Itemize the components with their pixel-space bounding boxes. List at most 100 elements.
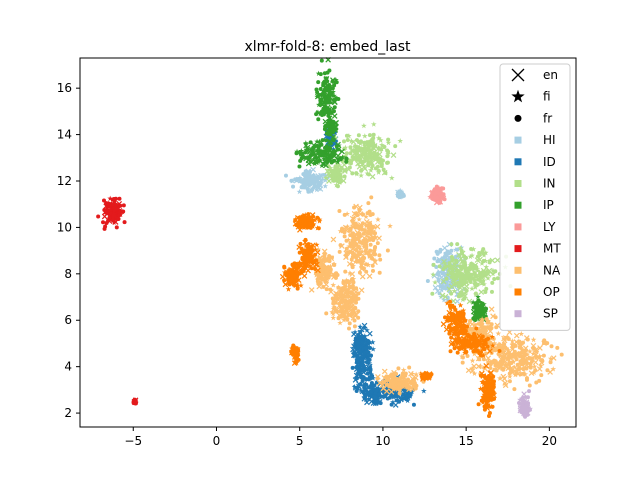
- data-point: [370, 224, 375, 229]
- data-point: [489, 333, 496, 340]
- legend-marker: [511, 89, 525, 103]
- data-point: [302, 140, 309, 146]
- data-point: [421, 372, 428, 378]
- data-point: [339, 154, 346, 160]
- legend-box: [499, 63, 571, 331]
- data-point: [351, 383, 358, 390]
- data-point: [300, 258, 307, 265]
- data-point: [386, 137, 391, 142]
- data-point: [291, 282, 296, 287]
- data-point: [371, 224, 378, 230]
- data-point: [363, 392, 368, 397]
- data-point: [470, 308, 477, 315]
- data-point: [482, 287, 488, 294]
- data-point: [491, 392, 497, 399]
- data-point: [462, 349, 468, 356]
- data-point: [456, 290, 463, 297]
- data-point: [364, 250, 369, 255]
- data-point: [348, 151, 353, 156]
- data-point: [358, 356, 365, 363]
- data-point: [299, 223, 306, 230]
- data-point: [493, 363, 498, 368]
- x-tick-label: 20: [542, 434, 557, 448]
- data-point: [284, 269, 291, 276]
- data-point: [112, 198, 117, 203]
- data-point: [326, 113, 331, 118]
- data-point: [320, 138, 325, 143]
- y-tick-label: 16: [57, 81, 72, 95]
- data-point: [520, 410, 526, 417]
- data-point: [539, 373, 544, 378]
- data-point: [475, 363, 482, 370]
- data-point: [368, 167, 374, 173]
- data-point: [432, 284, 439, 291]
- data-point: [314, 225, 321, 231]
- data-point: [545, 368, 550, 373]
- data-point: [288, 277, 295, 284]
- data-point: [489, 342, 496, 349]
- data-point: [365, 262, 372, 268]
- data-point: [438, 249, 443, 254]
- legend-entry-id: ID: [514, 155, 556, 169]
- data-point: [444, 263, 451, 270]
- data-point: [346, 250, 351, 255]
- data-point: [523, 335, 530, 341]
- data-point: [358, 382, 363, 387]
- data-point: [324, 270, 331, 277]
- data-point: [344, 287, 351, 294]
- legend-marker: [514, 158, 522, 166]
- data-point: [508, 370, 513, 375]
- data-point: [522, 371, 529, 377]
- data-point: [405, 383, 410, 388]
- data-point: [479, 260, 485, 266]
- data-point: [531, 345, 536, 350]
- data-point: [344, 300, 350, 306]
- legend-entry-sp: SP: [514, 307, 558, 321]
- data-point: [437, 264, 442, 269]
- data-point: [483, 308, 488, 313]
- data-point: [352, 324, 357, 329]
- data-point: [448, 320, 455, 327]
- data-point: [367, 330, 373, 337]
- data-point: [320, 88, 326, 95]
- data-point: [357, 323, 364, 330]
- data-point: [387, 223, 393, 229]
- data-point: [462, 286, 468, 292]
- data-point: [469, 246, 474, 251]
- data-point: [364, 269, 369, 274]
- data-point: [400, 371, 405, 376]
- data-point: [379, 162, 384, 167]
- data-point: [449, 242, 454, 247]
- data-point: [505, 347, 512, 353]
- data-point: [356, 296, 361, 301]
- data-point: [319, 92, 326, 98]
- data-point: [447, 309, 454, 316]
- data-point: [282, 278, 287, 283]
- data-point: [366, 273, 373, 280]
- data-point: [398, 374, 404, 380]
- data-point: [368, 157, 374, 164]
- data-point: [389, 402, 394, 407]
- data-point: [337, 167, 344, 173]
- data-point: [375, 241, 380, 246]
- data-point: [449, 291, 454, 296]
- data-point: [357, 226, 362, 231]
- data-point: [346, 281, 353, 287]
- data-point: [346, 326, 351, 331]
- data-point: [516, 341, 523, 348]
- y-tick-label: 12: [57, 174, 72, 188]
- data-point: [459, 251, 464, 256]
- data-point: [292, 275, 298, 282]
- data-point: [446, 286, 453, 293]
- data-point: [509, 344, 516, 350]
- data-point: [485, 355, 492, 362]
- data-point: [111, 208, 118, 214]
- data-point: [364, 246, 369, 251]
- data-point: [312, 246, 319, 253]
- data-point: [301, 273, 308, 279]
- data-point: [442, 263, 449, 270]
- data-point: [400, 377, 407, 384]
- data-point: [353, 366, 360, 373]
- data-point: [396, 380, 402, 387]
- data-point: [527, 383, 532, 388]
